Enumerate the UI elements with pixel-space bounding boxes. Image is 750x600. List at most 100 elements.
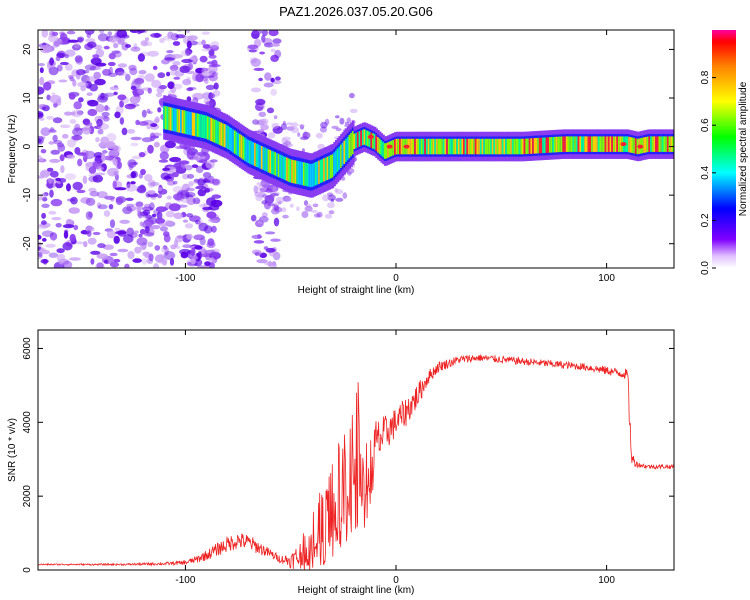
spectrogram-cell	[382, 141, 385, 158]
spectrogram-cell	[592, 136, 596, 152]
spectrogram-cell	[66, 183, 71, 192]
spectrogram-cell	[350, 133, 353, 157]
spectrogram-cell	[60, 61, 69, 66]
spectrogram-cell	[127, 251, 135, 259]
spectrogram-cell	[348, 134, 352, 159]
spectrogram-cell	[626, 136, 630, 152]
spectrogram-cell	[520, 138, 523, 155]
spectrogram-cell	[388, 141, 392, 157]
spectrogram-cell	[267, 149, 271, 173]
spectrogram-cell	[317, 143, 326, 150]
spectrogram-cell	[564, 136, 567, 152]
spectrogram-cell	[55, 223, 62, 228]
spectrogram-cell	[136, 185, 147, 194]
spectrogram-cell	[63, 229, 69, 234]
spectrogram-cell	[301, 161, 304, 186]
spectrogram-cell	[62, 37, 71, 45]
spectrogram-cell	[262, 38, 273, 45]
spectrogram-cell	[138, 121, 149, 126]
spectrogram-cell	[213, 119, 217, 143]
spectrogram-cell	[145, 214, 153, 220]
spectrogram-cell	[73, 41, 80, 49]
spectrogram-cell	[121, 34, 130, 39]
spectrogram-cell	[318, 160, 321, 184]
spectrogram-cell	[335, 150, 338, 174]
spectrogram-cell	[149, 132, 156, 142]
spectrogram-cell	[204, 249, 216, 255]
spectrogram-cell	[618, 136, 621, 152]
spectrogram-cell	[547, 137, 550, 153]
spectrogram-cell	[38, 63, 45, 67]
spectrogram-cell	[257, 220, 263, 225]
spectrogram-cell	[152, 65, 158, 70]
spectrogram-cell	[517, 138, 520, 155]
spectrogram-cell	[390, 140, 394, 157]
spectrogram-cell	[275, 76, 281, 81]
spectrogram-cell	[158, 159, 169, 163]
spectrogram-cell	[338, 146, 341, 170]
spectrogram-cell	[66, 30, 76, 35]
spectrogram-cell	[113, 91, 118, 96]
spectrogram-cell	[139, 244, 147, 251]
spectrogram-cell	[88, 211, 93, 218]
spectrogram-cell	[167, 90, 176, 96]
spectrogram-cell	[322, 194, 330, 202]
spectrogram-cell	[140, 40, 148, 47]
spectrogram-cell	[261, 34, 266, 43]
spectrogram-cell	[269, 149, 272, 174]
spectrogram-cell	[540, 137, 544, 154]
spectrogram-cell	[109, 261, 120, 268]
spectrogram-cell	[386, 144, 393, 149]
spectrogram-cell	[176, 108, 180, 133]
spectrogram-cell	[84, 122, 93, 127]
spectrogram-cell	[114, 67, 125, 76]
spectrogram-cell	[191, 112, 195, 136]
spectrogram-cell	[208, 54, 217, 59]
spectrogram-cell	[48, 252, 59, 258]
spectrogram-cell	[127, 128, 136, 134]
spectrogram-cell	[85, 197, 96, 206]
spectrogram-cell	[263, 82, 274, 88]
spectrogram-cell	[265, 188, 273, 194]
spectrogram-cell	[290, 126, 299, 133]
spectrogram-cell	[490, 138, 493, 155]
spectrogram-cell	[41, 250, 50, 255]
spectrogram-cell	[92, 174, 104, 183]
spectrogram-cell	[175, 245, 181, 249]
spectrogram-cell	[543, 137, 547, 153]
spectrogram-cell	[232, 129, 235, 153]
spectrogram-cell	[394, 139, 397, 155]
spectrogram-cell	[476, 138, 480, 155]
spectrogram-cell	[258, 77, 263, 82]
spectrogram-cell	[42, 104, 50, 112]
spectrogram-cell	[128, 161, 134, 171]
spectrogram-cell	[125, 44, 131, 48]
spectrogram-cell	[335, 189, 344, 195]
spectrogram-cell	[143, 232, 155, 237]
spectrogram-cell	[77, 36, 85, 42]
spectrogram-cell	[195, 73, 204, 83]
spectrogram-cell	[112, 180, 117, 189]
spectrogram-y-label: Frequency (Hz)	[7, 115, 18, 184]
spectrogram-cell	[70, 196, 78, 205]
spectrogram-cell	[181, 49, 192, 57]
spectrogram-cell	[45, 243, 56, 248]
spectrogram-cell	[341, 142, 345, 166]
spectrogram-cell	[429, 138, 432, 155]
spectrogram-cell	[211, 194, 222, 199]
spectrogram-cell	[97, 204, 108, 210]
spectrogram-cell	[253, 240, 265, 244]
spectrogram-cell	[661, 136, 665, 152]
spectrogram-cell	[172, 41, 181, 46]
spectrogram-cell	[439, 138, 443, 155]
spectrogram-cell	[59, 124, 71, 129]
spectrogram-cell	[185, 30, 191, 34]
spectrogram-cell	[89, 83, 99, 92]
spectrogram-cell	[53, 102, 58, 108]
spectrogram-cell	[40, 127, 51, 136]
spectrogram-cell	[136, 30, 146, 34]
spectrogram-cell	[501, 138, 505, 155]
spectrogram-cell	[134, 230, 139, 234]
spectrogram-cell	[196, 151, 208, 157]
